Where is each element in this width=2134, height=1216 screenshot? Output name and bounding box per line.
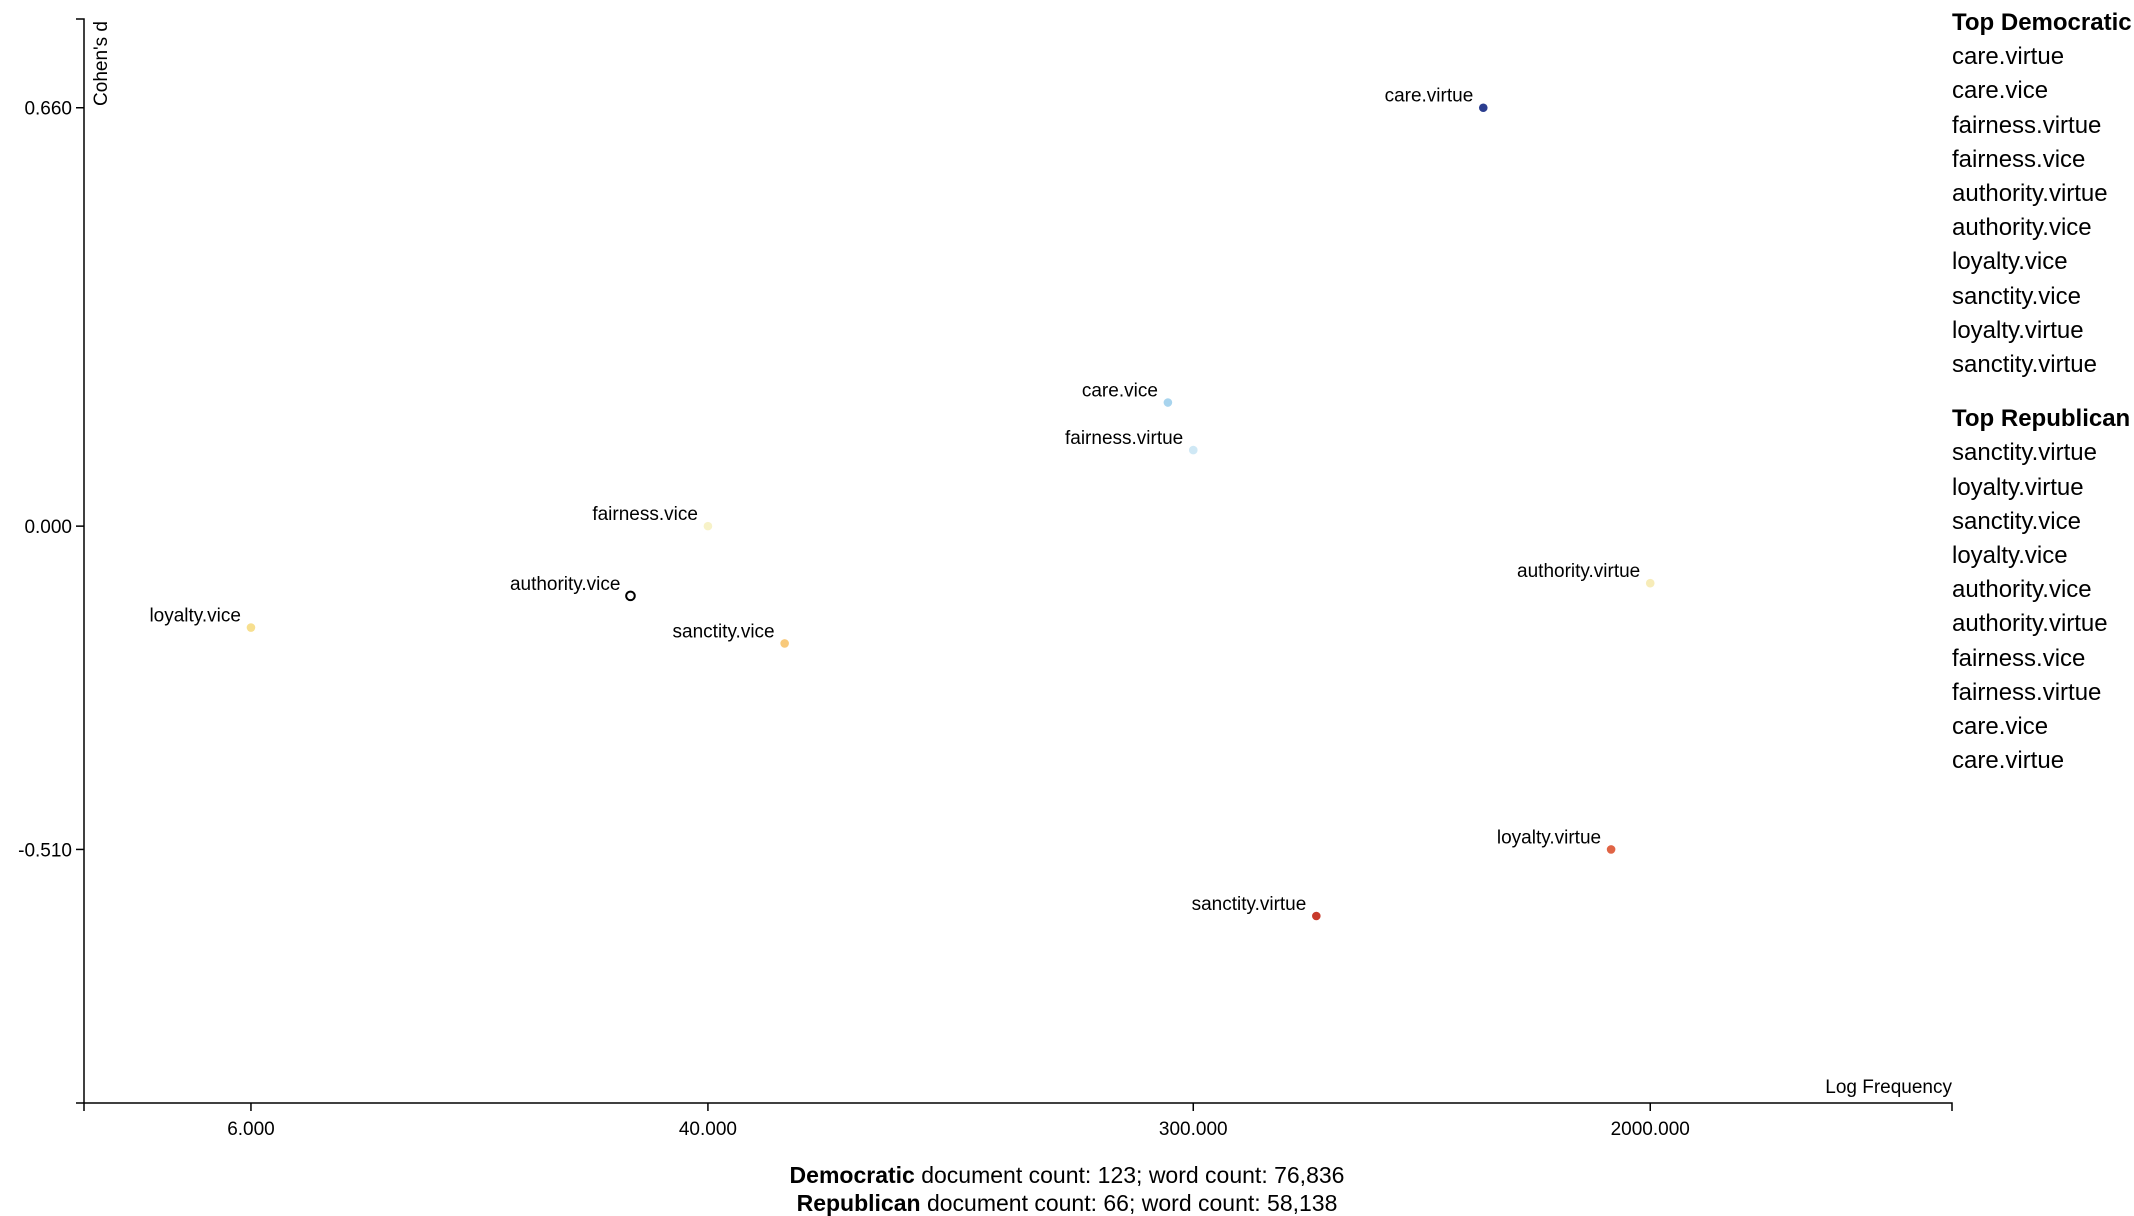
data-point	[1188, 445, 1198, 455]
point-label: sanctity.vice	[673, 621, 775, 642]
y-tick-label: 0.660	[24, 99, 72, 120]
legend-democratic-item: authority.vice	[1952, 214, 2092, 242]
legend-democratic-item: care.vice	[1952, 77, 2049, 105]
legend-democratic-item: fairness.virtue	[1952, 111, 2102, 139]
point-label: care.virtue	[1385, 86, 1474, 107]
legend-republican-item: fairness.virtue	[1952, 678, 2102, 706]
x-axis-title: Log Frequency	[1825, 1077, 1952, 1098]
point-label: fairness.vice	[592, 504, 698, 525]
legend-republican-item: care.vice	[1952, 713, 2049, 741]
legend-republican-item: loyalty.virtue	[1952, 473, 2084, 501]
legend-democratic-item: sanctity.virtue	[1952, 351, 2097, 379]
legend-republican-title: Top Republican	[1952, 405, 2131, 433]
axes: 0.660 0.000 -0.510 6.000 40.000 300.000 2000.0…	[18, 18, 1953, 1140]
legend-republican-item: care.virtue	[1952, 747, 2065, 775]
x-tick-label: 2000.000	[1611, 1119, 1690, 1140]
y-tick-label: -0.510	[18, 840, 72, 861]
democratic-party-label: Democratic	[789, 1162, 915, 1188]
data-point	[1645, 578, 1655, 588]
data-point	[1478, 103, 1488, 113]
data-points: care.virtue care.vice fairness.virtue fairn…	[149, 86, 1655, 921]
legend-republican-item: sanctity.vice	[1952, 507, 2081, 535]
x-tick-label: 6.000	[227, 1119, 275, 1140]
legend-republican-item: fairness.vice	[1952, 644, 2086, 672]
corpus-stats-footer: Democratic document count: 123; word cou…	[0, 1161, 2134, 1216]
legend-democratic-title: Top Democratic	[1952, 9, 2132, 36]
legend-republican-item: loyalty.vice	[1952, 542, 2068, 570]
legend-republican-item: authority.vice	[1952, 576, 2092, 604]
point-label: loyalty.vice	[149, 606, 241, 627]
y-axis-title: Cohen's d	[91, 21, 112, 106]
data-point	[1163, 398, 1173, 407]
legend-republican-item: sanctity.virtue	[1952, 439, 2097, 467]
legend-republican-item: authority.virtue	[1952, 610, 2108, 638]
legend-democratic-item: loyalty.virtue	[1952, 316, 2084, 344]
data-point	[780, 639, 789, 648]
democratic-stats-text: document count: 123; word count: 76,836	[914, 1162, 1345, 1188]
point-label: sanctity.virtue	[1192, 894, 1307, 915]
point-label: care.vice	[1082, 381, 1158, 402]
republican-party-label: Republican	[796, 1190, 921, 1216]
data-point	[246, 623, 256, 632]
data-point	[703, 521, 713, 531]
x-axis-line	[83, 1102, 1953, 1111]
legend-democratic-item: loyalty.vice	[1952, 248, 2068, 276]
x-tick-label: 40.000	[679, 1119, 737, 1140]
data-point	[1312, 911, 1321, 921]
legend-democratic-item: care.virtue	[1952, 43, 2065, 71]
legend-democratic-list: care.virtue care.vice fairness.virtue fairn…	[1952, 40, 2132, 382]
point-label: loyalty.virtue	[1497, 827, 1601, 848]
y-axis-line	[76, 18, 85, 1104]
x-tick-label: 300.000	[1159, 1119, 1228, 1140]
legend: Top Democratic care.virtue care.vice fairn…	[1952, 6, 2132, 798]
legend-republican-list: sanctity.virtue loyalty.virtue sanctity.vi…	[1952, 436, 2132, 778]
republican-stats: Republican document count: 66; word coun…	[0, 1189, 2134, 1216]
legend-democratic-item: fairness.vice	[1952, 145, 2086, 173]
point-label: authority.virtue	[1517, 561, 1640, 582]
point-label: authority.vice	[510, 574, 621, 595]
legend-democratic-item: sanctity.vice	[1952, 282, 2081, 310]
data-point	[625, 590, 636, 602]
y-tick-label: 0.000	[24, 517, 72, 538]
legend-democratic-item: authority.virtue	[1952, 180, 2108, 208]
republican-stats-text: document count: 66; word count: 58,138	[920, 1190, 1338, 1216]
data-point	[1606, 845, 1616, 854]
point-label: fairness.virtue	[1065, 428, 1183, 449]
democratic-stats: Democratic document count: 123; word cou…	[0, 1161, 2134, 1189]
